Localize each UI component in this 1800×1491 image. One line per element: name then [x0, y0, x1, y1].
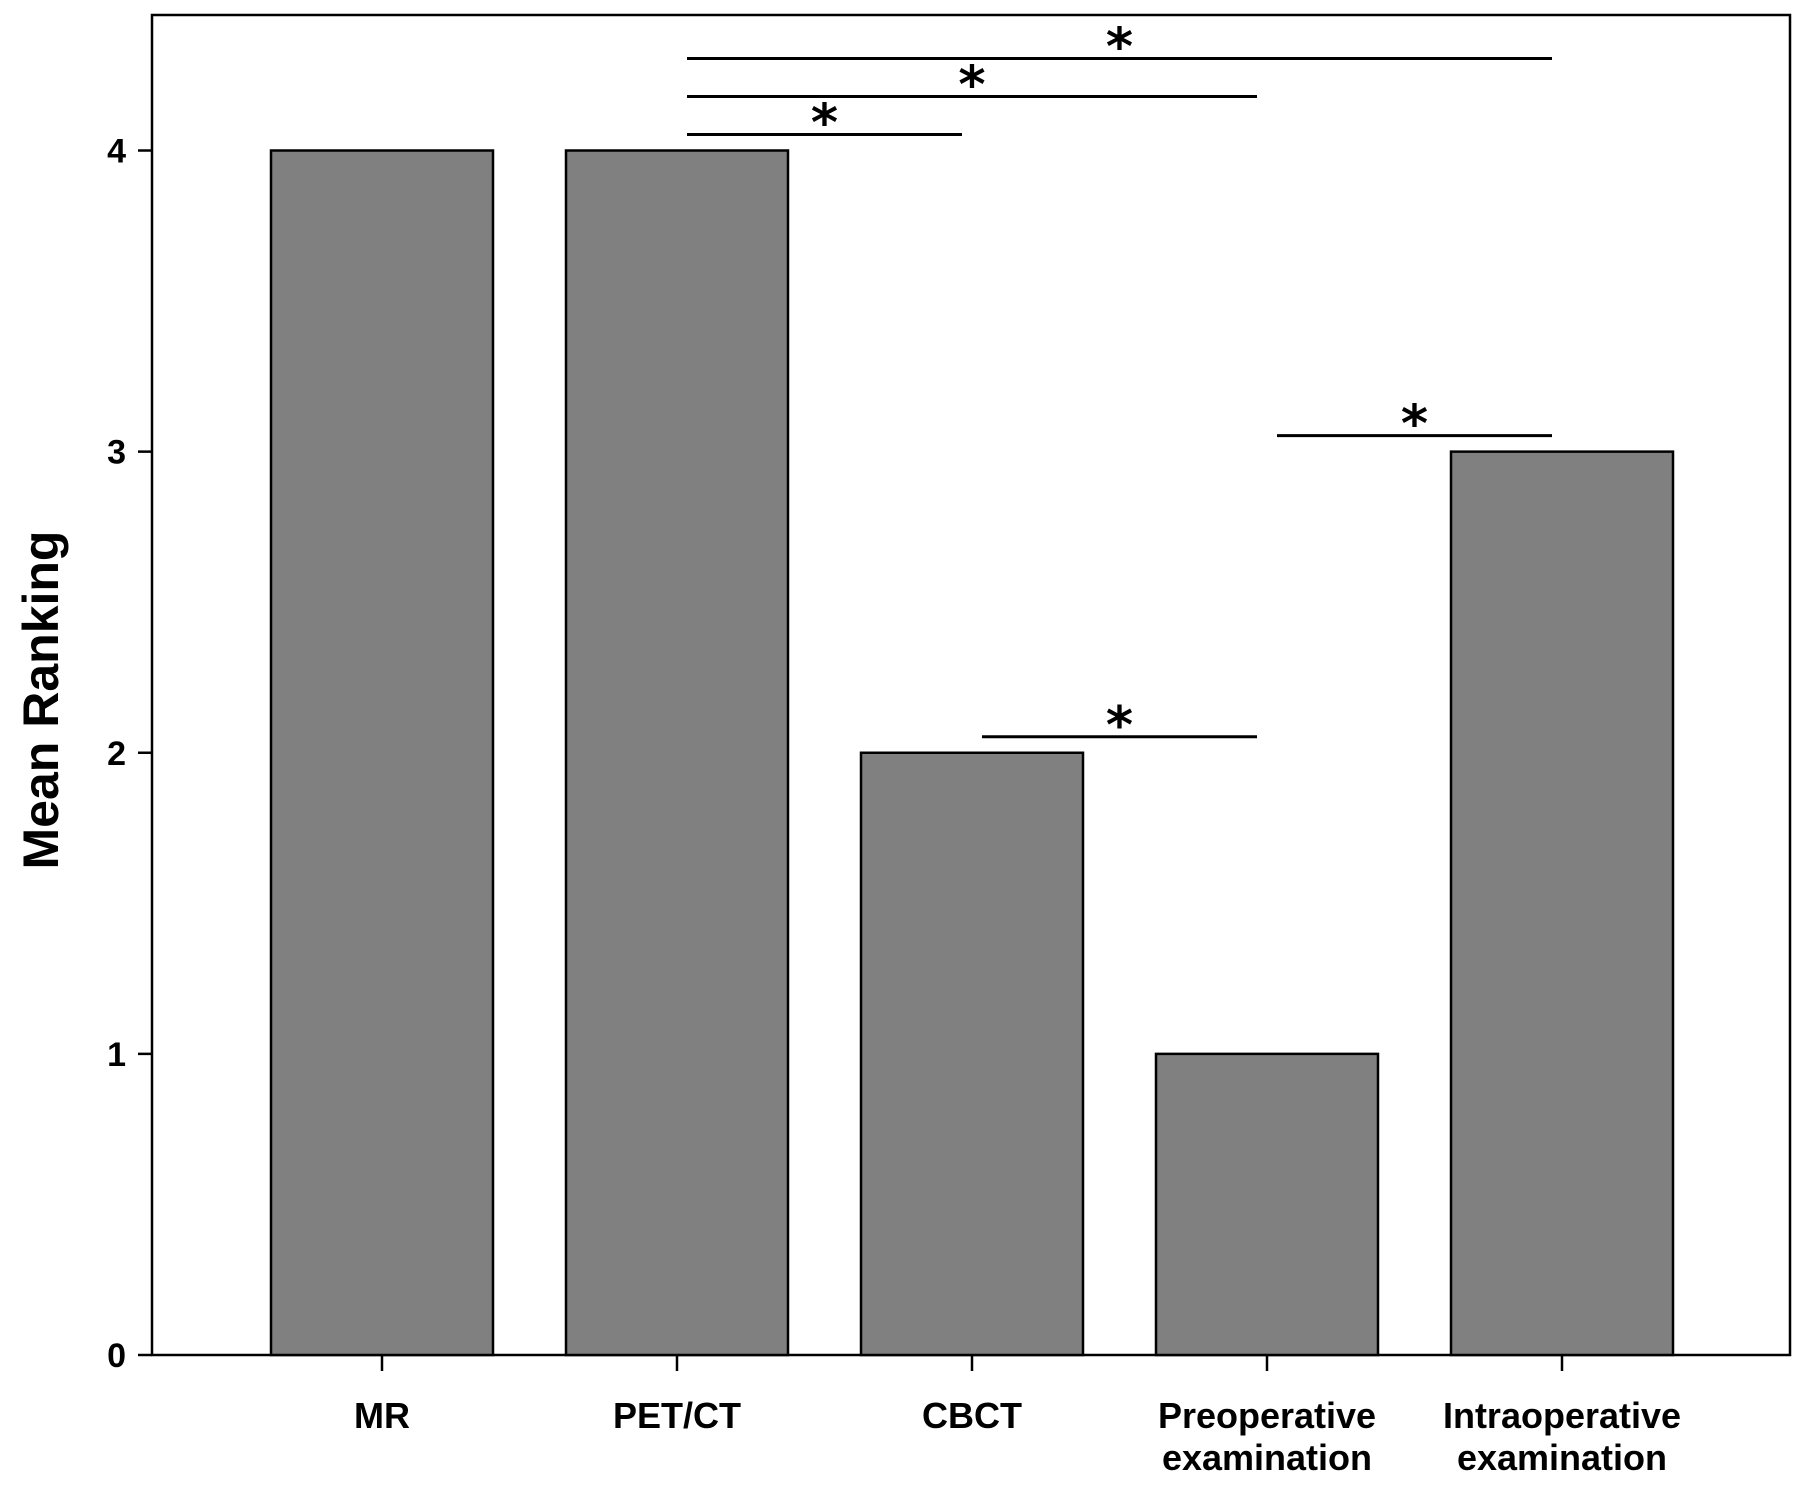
significance-label: *: [958, 56, 985, 116]
x-tick-label: Preoperative: [1158, 1395, 1376, 1436]
x-tick-label: Intraoperative: [1443, 1395, 1681, 1436]
x-tick-label: PET/CT: [613, 1395, 741, 1436]
y-tick-label: 4: [107, 133, 126, 171]
x-tick-label: examination: [1457, 1437, 1667, 1478]
y-axis-title: Mean Ranking: [13, 531, 69, 870]
x-tick-label: CBCT: [922, 1395, 1022, 1436]
significance-label: *: [1106, 696, 1133, 756]
bar: [1154, 1052, 1380, 1357]
y-tick-label: 2: [107, 735, 126, 773]
bar: [269, 149, 495, 1357]
y-tick-label: 0: [107, 1337, 126, 1375]
bar: [1449, 450, 1675, 1357]
significance-label: *: [811, 94, 838, 154]
significance-label: *: [1401, 395, 1428, 455]
y-tick-label: 1: [107, 1036, 126, 1074]
x-tick-label: MR: [354, 1395, 410, 1436]
x-tick-label: examination: [1162, 1437, 1372, 1478]
bar: [564, 149, 790, 1357]
y-tick-label: 3: [107, 434, 126, 472]
significance-label: *: [1106, 18, 1133, 78]
bar: [859, 751, 1085, 1357]
